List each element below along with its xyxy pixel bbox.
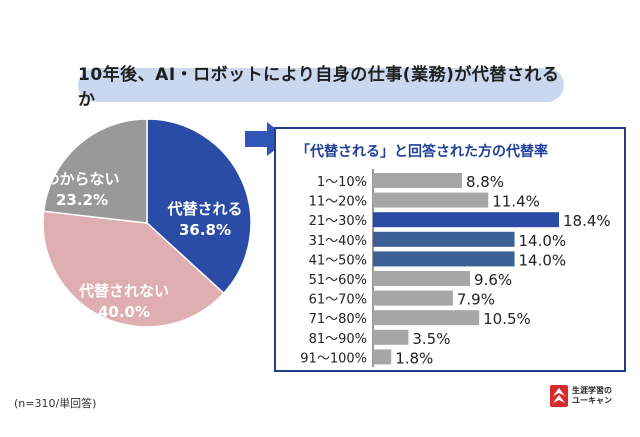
bar-value-label: 7.9% (457, 291, 495, 309)
bar-category-label: 81～90% (309, 332, 367, 347)
ucan-logo: 生涯学習の ユーキャン (550, 384, 628, 408)
pie-slice-value-label: 40.0% (98, 303, 150, 321)
pie-slice-value-label: 23.2% (56, 191, 108, 209)
bar (373, 271, 471, 286)
bar-value-label: 9.6% (474, 271, 512, 289)
chart-title: 10年後、AI・ロボットにより自身の仕事(業務)が代替されるか (78, 65, 560, 110)
bar-value-label: 8.8% (466, 173, 504, 191)
bar-value-label: 14.0% (519, 232, 567, 250)
pie-slice-label: 代替されない (78, 282, 169, 300)
ucan-logo-line1: 生涯学習の (572, 386, 612, 395)
pie-slice (42, 210, 225, 328)
pie-chart: 代替される 36.8% 代替されない 40.0% わからない 23.2% (42, 118, 252, 328)
bar-category-label: 51～60% (309, 273, 367, 288)
bar-value-label: 1.8% (395, 349, 433, 367)
bar (373, 251, 515, 267)
bar (373, 231, 515, 247)
bar-category-label: 21～30% (309, 214, 367, 229)
pie-slice-value-label: 36.8% (179, 221, 231, 239)
bar-value-label: 10.5% (483, 310, 531, 328)
bar (373, 212, 559, 228)
bar (373, 290, 453, 306)
bar (373, 173, 462, 188)
replacement-rate-panel: 「代替される」と回答された方の代替率 1～10% 8.8% 11～20% 11.4% 2… (274, 127, 626, 372)
bar (373, 192, 489, 208)
bar-category-label: 91～100% (300, 351, 367, 366)
bar-value-label: 11.4% (492, 193, 540, 211)
bar-value-label: 14.0% (519, 251, 567, 269)
bar-category-label: 61～70% (309, 293, 367, 308)
sample-size-note: (n=310/単回答) (14, 397, 97, 410)
bar-chart-svg: 1～10% 8.8% 11～20% 11.4% 21～30% 18.4% 31～40% 14.… (300, 169, 611, 367)
pie-slice (146, 118, 252, 295)
bar-category-label: 31～40% (309, 234, 367, 249)
bar-chart-title: 「代替される」と回答された方の代替率 (296, 144, 548, 160)
bar (373, 310, 480, 326)
bar-category-label: 1～10% (317, 175, 367, 190)
pie-chart-svg: 代替される 36.8% 代替されない 40.0% わからない 23.2% (42, 118, 252, 328)
ucan-logo-text: 生涯学習の ユーキャン (572, 386, 612, 406)
pie-slice-label: 代替される (166, 200, 242, 218)
bar-value-label: 18.4% (563, 212, 611, 230)
ucan-logo-icon (550, 385, 568, 407)
bar-value-label: 3.5% (412, 330, 450, 348)
bar-category-label: 11～20% (309, 195, 367, 210)
bar-category-label: 41～50% (309, 253, 367, 268)
ucan-logo-line2: ユーキャン (572, 396, 612, 405)
bar (373, 349, 392, 365)
bar-category-label: 71～80% (309, 312, 367, 327)
pie-slice-label: わからない (44, 170, 119, 188)
pie-slice (42, 118, 148, 224)
bar (373, 329, 409, 345)
chart-title-banner: 10年後、AI・ロボットにより自身の仕事(業務)が代替されるか (78, 65, 564, 110)
